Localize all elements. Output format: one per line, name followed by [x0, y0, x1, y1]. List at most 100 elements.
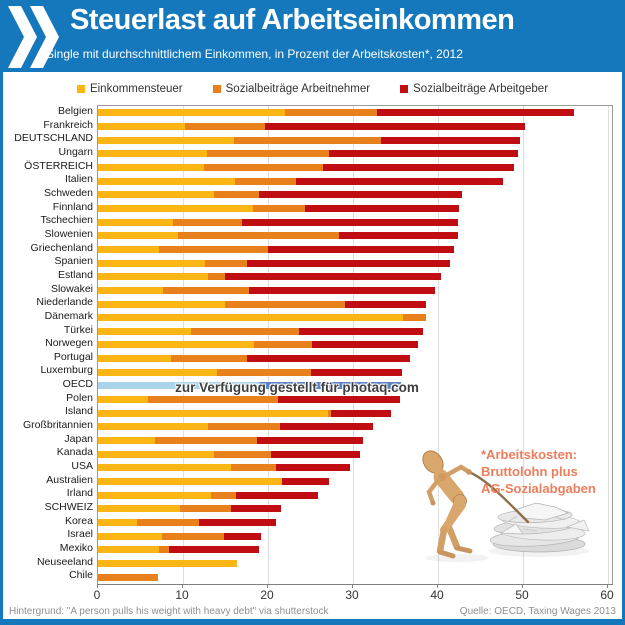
- bar-segment-sozialbeitraege-arbeitgeber: [330, 409, 392, 417]
- chart-row: [98, 325, 612, 339]
- bar-segment-sozialbeitraege-arbeitnehmer: [234, 177, 297, 185]
- bar-segment-sozialbeitraege-arbeitnehmer: [213, 191, 259, 199]
- bar-segment-einkommensteuer: [98, 300, 225, 308]
- stacked-bar: [98, 464, 350, 472]
- country-label: Estland: [57, 268, 93, 281]
- mannequin: [422, 450, 473, 559]
- chart-row: [98, 557, 612, 571]
- bar-segment-sozialbeitraege-arbeitnehmer: [206, 150, 330, 158]
- bar-segment-einkommensteuer: [98, 163, 205, 171]
- footnote-annotation-line: *Arbeitskosten:: [481, 447, 578, 462]
- country-label: Finnland: [52, 200, 93, 213]
- country-label: Neuseeland: [36, 555, 93, 568]
- chart-row: [98, 529, 612, 543]
- stacked-bar: [98, 478, 330, 486]
- chart-row: [98, 420, 612, 434]
- bar-segment-sozialbeitraege-arbeitgeber: [275, 464, 350, 472]
- bar-segment-sozialbeitraege-arbeitgeber: [199, 519, 277, 527]
- country-label: USA: [71, 460, 93, 473]
- stacked-bar: [98, 505, 281, 513]
- stacked-bar: [98, 327, 423, 335]
- bar-segment-einkommensteuer: [98, 341, 255, 349]
- stacked-bar: [98, 491, 319, 499]
- legend-label: Sozialbeiträge Arbeitnehmer: [225, 82, 371, 95]
- bar-segment-sozialbeitraege-arbeitnehmer: [190, 327, 300, 335]
- footnote-annotation: *Arbeitskosten: Bruttolohn plus AG-Soziala…: [481, 446, 596, 497]
- bar-segment-einkommensteuer: [98, 409, 329, 417]
- country-label: Japan: [64, 432, 93, 445]
- bar-segment-sozialbeitraege-arbeitgeber: [249, 286, 435, 294]
- bar-segment-sozialbeitraege-arbeitnehmer: [154, 437, 257, 445]
- bar-segment-sozialbeitraege-arbeitgeber: [304, 204, 460, 212]
- stacked-bar: [98, 396, 400, 404]
- bar-segment-einkommensteuer: [98, 423, 208, 431]
- stacked-bar: [98, 136, 521, 144]
- chart-row: [98, 338, 612, 352]
- paper-stack: [489, 502, 590, 553]
- country-label: Ungarn: [58, 145, 93, 158]
- stacked-bar: [98, 218, 459, 226]
- bar-segment-sozialbeitraege-arbeitgeber: [345, 300, 427, 308]
- stacked-bar: [98, 286, 435, 294]
- footnote-annotation-line: Bruttolohn plus: [481, 464, 578, 479]
- chart-row: [98, 215, 612, 229]
- country-label: Niederlande: [36, 296, 93, 309]
- country-label: Belgien: [57, 105, 93, 117]
- bar-segment-sozialbeitraege-arbeitnehmer: [328, 409, 331, 417]
- bar-segment-einkommensteuer: [98, 177, 235, 185]
- bar-segment-einkommensteuer: [98, 259, 206, 267]
- bar-segment-sozialbeitraege-arbeitgeber: [339, 232, 458, 240]
- bar-segment-sozialbeitraege-arbeitgeber: [299, 327, 423, 335]
- oecd-average-bar: [98, 382, 401, 390]
- x-axis-tick: [182, 584, 183, 588]
- bar-segment-einkommensteuer: [98, 109, 285, 117]
- x-axis-tick-label: 0: [93, 588, 101, 602]
- bar-segment-sozialbeitraege-arbeitnehmer: [204, 163, 324, 171]
- bar-segment-einkommensteuer: [98, 286, 163, 294]
- stacked-bar: [98, 273, 442, 281]
- bar-segment-sozialbeitraege-arbeitnehmer: [148, 396, 279, 404]
- bar-segment-einkommensteuer: [98, 232, 178, 240]
- footnote-annotation-line: AG-Sozialabgaben: [481, 481, 596, 496]
- bar-segment-sozialbeitraege-arbeitgeber: [279, 423, 373, 431]
- legend-label: Einkommensteuer: [89, 82, 183, 95]
- country-label: Kanada: [56, 446, 93, 459]
- bar-segment-einkommensteuer: [98, 314, 404, 322]
- country-label: Korea: [64, 514, 93, 527]
- stacked-bar: [98, 368, 403, 376]
- x-axis: 0 10 20 30 40 50 60: [94, 584, 614, 606]
- bar-segment-sozialbeitraege-arbeitnehmer: [159, 245, 268, 253]
- stacked-bar: [98, 355, 410, 363]
- country-label: Luxemburg: [40, 364, 93, 377]
- bar-segment-sozialbeitraege-arbeitnehmer: [285, 109, 377, 117]
- bar-segment-sozialbeitraege-arbeitgeber: [265, 122, 525, 130]
- chart-row: [98, 406, 612, 420]
- chart-row: [98, 516, 612, 530]
- bar-segment-sozialbeitraege-arbeitnehmer: [177, 232, 340, 240]
- floor-shadow: [425, 554, 489, 562]
- stacked-bar: [98, 122, 525, 130]
- stacked-bar: [98, 546, 260, 554]
- chart-row: [98, 352, 612, 366]
- stacked-bar: [98, 532, 262, 540]
- country-label: DEUTSCHLAND: [14, 132, 93, 145]
- chart-row: [98, 284, 612, 298]
- rope: [467, 470, 530, 524]
- bar-segment-sozialbeitraege-arbeitgeber: [296, 177, 503, 185]
- bar-segment-sozialbeitraege-arbeitnehmer: [184, 122, 266, 130]
- bar-segment-sozialbeitraege-arbeitgeber: [225, 273, 442, 281]
- chart-row: [98, 202, 612, 216]
- oecd-chevrons-icon: [8, 6, 59, 68]
- bar-segment-sozialbeitraege-arbeitnehmer: [252, 204, 305, 212]
- stacked-bar: [98, 560, 238, 567]
- stacked-bar: [98, 259, 450, 267]
- bar-segment-sozialbeitraege-arbeitgeber: [281, 478, 330, 486]
- bar-segment-sozialbeitraege-arbeitgeber: [329, 150, 518, 158]
- bar-segment-einkommensteuer: [98, 437, 155, 445]
- country-label: Dänemark: [44, 309, 93, 322]
- country-label: Frankreich: [43, 118, 93, 131]
- country-label: Griechenland: [30, 241, 93, 254]
- bar-segment-einkommensteuer: [98, 245, 160, 253]
- stacked-bar: [98, 437, 364, 445]
- country-label: Großbritannien: [22, 419, 93, 432]
